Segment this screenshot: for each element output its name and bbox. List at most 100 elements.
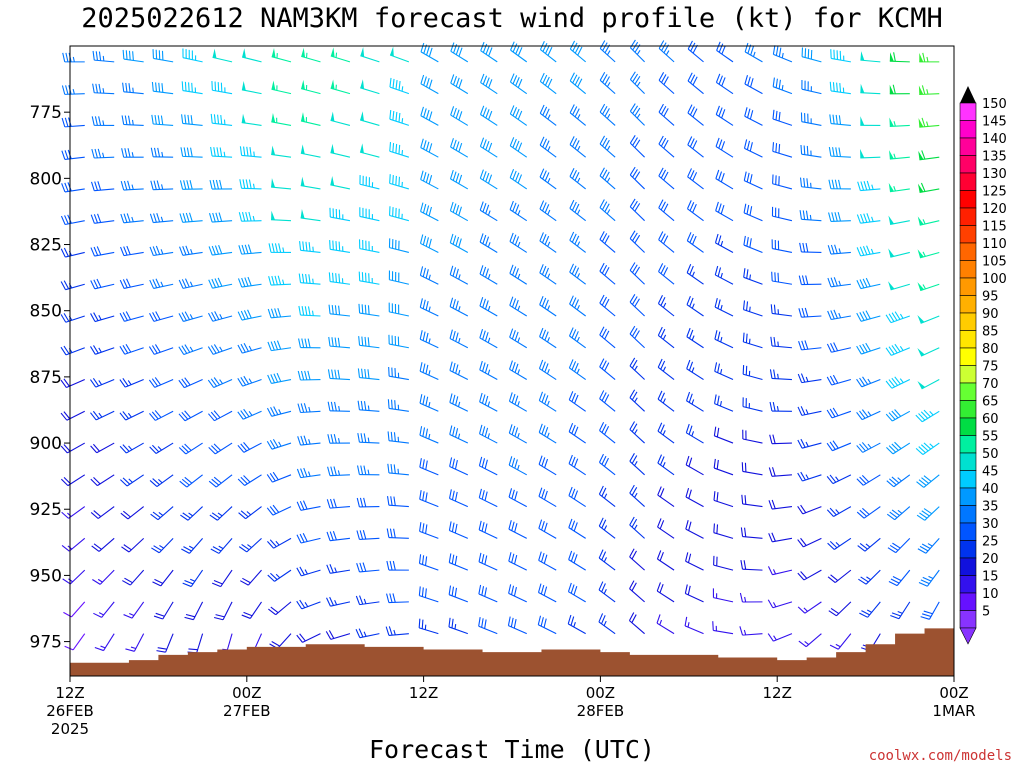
barb-full-flag [148,346,155,355]
wind-barb-14-6 [479,233,498,253]
barb-full-flag [827,542,835,550]
barb-full-flag [452,171,457,181]
barb-half-flag [487,401,491,407]
barb-full-flag [568,359,574,369]
barb-full-flag [517,110,523,120]
barb-full-flag [62,52,66,63]
barb-full-flag [542,42,548,52]
barb-half-flag [304,602,309,607]
wind-barb-17-3 [569,136,587,158]
barb-staff [449,274,469,285]
wind-barb-22-4 [715,169,734,190]
wind-barb-22-9 [714,330,734,349]
wind-barb-27-13 [856,474,881,486]
barb-half-flag [781,52,784,59]
wind-barb-17-14 [568,486,586,508]
barb-staff [863,506,881,519]
barb-full-flag [125,343,132,353]
wind-barb-18-5 [599,199,616,222]
barb-full-flag [657,358,663,368]
barb-full-flag [160,115,164,125]
x-tick-label-0-1: 26FEB [46,702,93,720]
barb-staff [66,379,85,389]
barb-full-flag [663,267,669,276]
barb-full-flag [541,329,547,339]
x-tick-label-1-1: 27FEB [223,702,270,720]
wind-barb-17-1 [569,72,587,95]
wind-barb-10-0 [360,47,380,63]
barb-full-flag [721,109,726,119]
barb-full-flag [122,279,128,289]
wind-barb-1-16 [92,569,115,585]
barb-full-flag [61,117,66,128]
wind-barb-12-9 [419,330,439,349]
barb-full-flag [658,167,664,177]
barb-staff [480,145,498,158]
wind-barb-21-8 [686,295,704,317]
wind-barb-29-5 [917,216,940,226]
barb-full-flag [217,277,223,287]
barb-staff [97,506,115,519]
barb-full-flag [449,329,453,339]
barb-full-flag [485,172,490,182]
x-tick-label-5-0: 00Z [939,684,968,702]
wind-barb-3-12 [149,442,174,454]
barb-full-flag [886,447,894,455]
barb-full-flag [767,566,773,575]
barb-full-flag [187,114,190,125]
wind-barb-20-9 [657,326,675,349]
barb-full-flag [917,548,927,554]
barb-full-flag [178,447,187,455]
barb-full-flag [425,269,429,279]
barb-staff [389,375,409,381]
barb-staff [241,187,262,190]
wind-barb-26-13 [826,474,852,485]
barb-full-flag [599,326,605,336]
wind-barb-7-15 [267,537,292,549]
barb-full-flag [859,509,868,517]
barb-full-flag [152,511,161,519]
barb-full-flag [543,490,548,500]
barb-full-flag [657,486,662,496]
wind-barb-15-10 [509,360,528,381]
barb-staff [131,601,145,619]
barb-full-flag [742,332,745,342]
barb-staff [657,462,675,476]
barb-full-flag [856,511,865,519]
barb-half-flag [926,89,929,95]
wind-barb-15-15 [508,520,527,539]
barb-full-flag [390,464,393,474]
barb-full-flag [154,344,161,353]
wind-barb-25-0 [801,47,822,63]
barb-full-flag [601,392,607,401]
barb-full-flag [745,333,748,343]
barb-staff [212,220,233,223]
barb-full-flag [241,212,246,222]
wind-barb-9-14 [326,498,350,509]
barb-staff [241,154,262,158]
wind-barb-21-13 [685,455,704,476]
barb-full-flag [713,523,715,533]
barb-full-flag [798,640,807,648]
barb-staff [658,175,675,190]
barb-staff [97,474,115,487]
barb-staff [129,569,145,586]
barb-half-flag [253,151,255,157]
barb-full-flag [392,142,395,153]
barb-pennant [301,79,305,90]
barb-full-flag [454,428,459,438]
barb-full-flag [629,230,636,239]
wind-barb-26-6 [827,244,851,255]
barb-half-flag [98,347,102,353]
wind-barb-1-2 [91,116,115,126]
barb-full-flag [484,300,489,310]
barb-staff [539,336,557,349]
barb-staff [508,528,527,539]
barb-full-flag [360,465,364,475]
barb-full-flag [888,580,898,587]
wind-barb-5-9 [207,344,233,355]
barb-half-flag [871,184,874,190]
wind-barb-16-8 [539,295,557,317]
barb-full-flag [243,146,246,156]
barb-full-flag [421,555,425,565]
